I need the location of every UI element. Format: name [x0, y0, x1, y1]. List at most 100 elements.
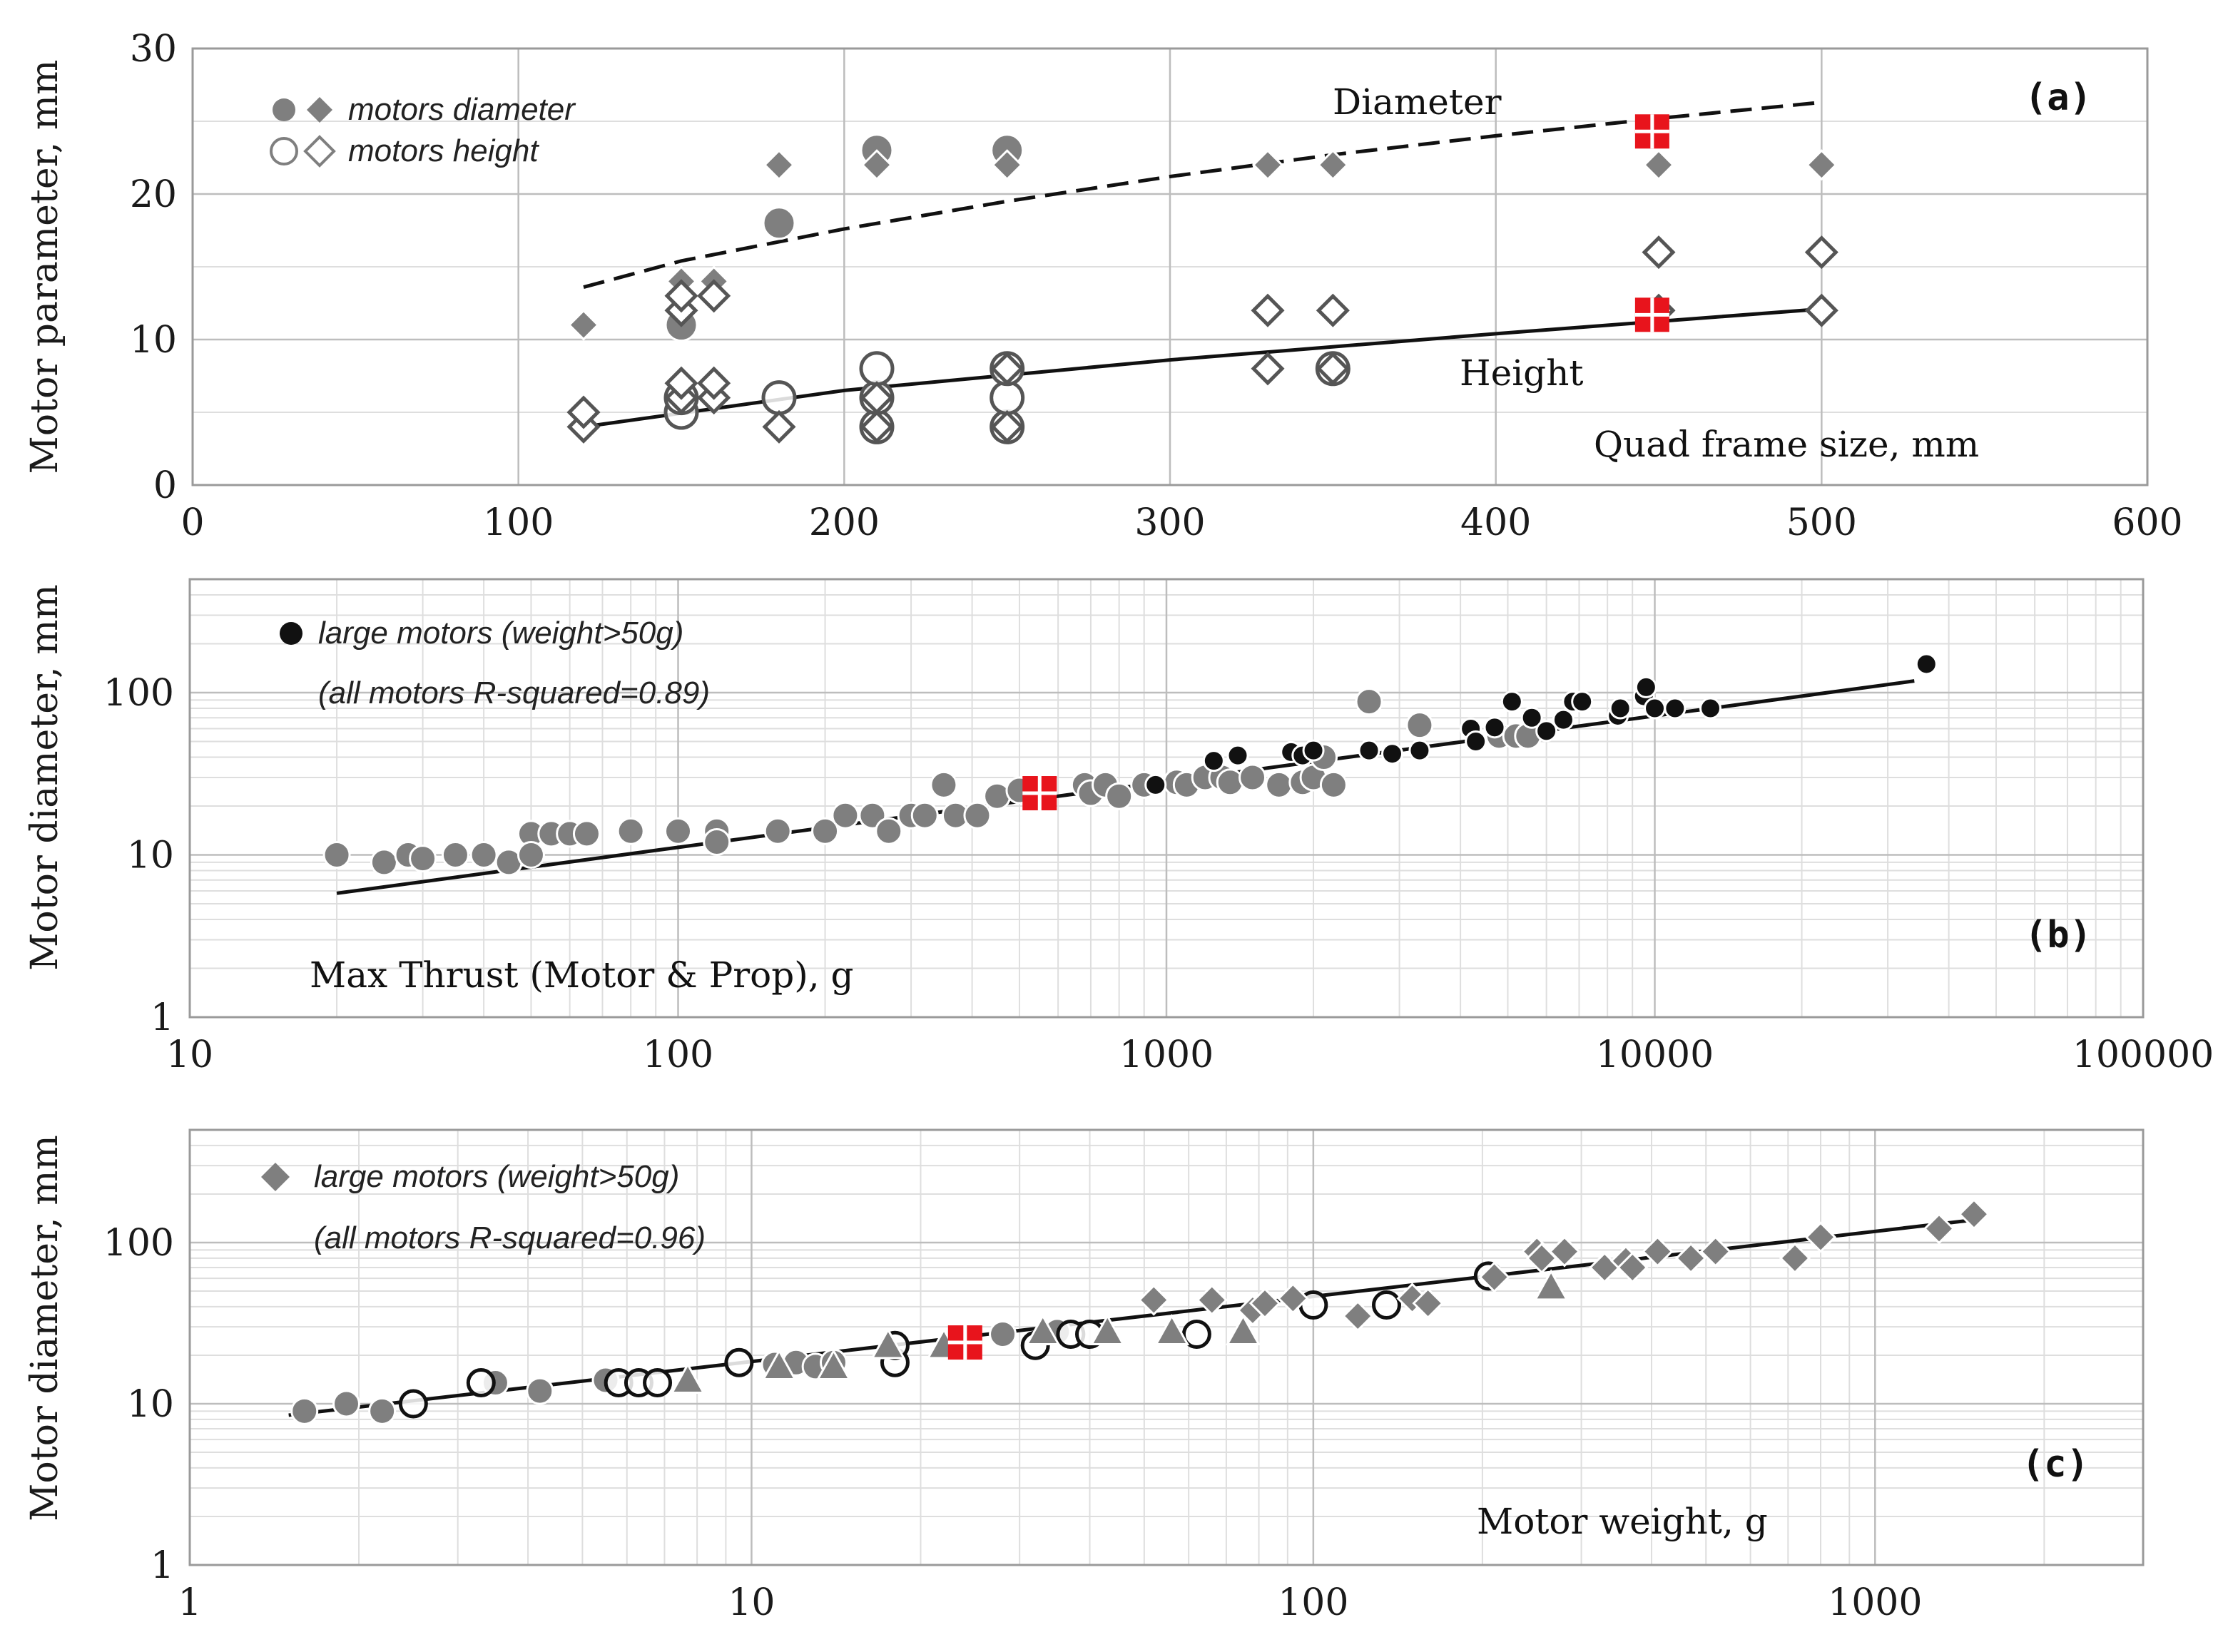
open-circle-point [466, 1368, 496, 1398]
open-circle-point [1181, 1319, 1211, 1349]
open-circle-point [859, 351, 895, 387]
panel-a-xlabel: Quad frame size, mm [1594, 424, 1979, 465]
panel-b-legend: large motors (weight>50g) (all motors R-… [280, 616, 710, 710]
open-circle-point [761, 380, 797, 416]
y-tick-label: 1 [151, 996, 174, 1039]
open-circle-point [643, 1368, 673, 1398]
gray-circle-point [1216, 768, 1244, 797]
legend-motors-diameter: motors diameter [348, 92, 576, 127]
legend-gray-circle-icon [273, 98, 295, 121]
black-circle-point [1571, 690, 1594, 713]
gray-circle-point [664, 817, 692, 845]
x-tick-label: 10 [166, 1034, 213, 1076]
x-tick-label: 0 [180, 501, 204, 544]
gray-circle-point [811, 817, 840, 845]
panel-a-grid [191, 47, 2149, 486]
y-tick-label: 100 [103, 1222, 174, 1265]
gray-circle-point [368, 1397, 397, 1425]
gray-circle-point [332, 1390, 360, 1418]
open-diamond-point [1642, 235, 1676, 270]
gray-diamond-point [860, 149, 893, 181]
x-tick-label: 100 [643, 1034, 713, 1076]
gray-triangle-point [815, 1348, 852, 1380]
panel-c-grid [188, 1128, 2145, 1566]
gray-circle-point [322, 841, 351, 870]
panel-c-points [290, 1198, 1990, 1425]
height-annotation: Height [1460, 352, 1584, 394]
legend-black-circle-icon [280, 622, 302, 645]
black-circle-point [1408, 739, 1431, 762]
gray-diamond-point [1806, 149, 1838, 181]
black-circle-point [1535, 720, 1558, 743]
legend-open-diamond-icon [303, 135, 336, 168]
open-diamond-point [990, 409, 1024, 444]
diameter-annotation: Diameter [1333, 81, 1502, 123]
black-circle-point [1226, 744, 1249, 767]
panel-b-tag: (b) [2025, 914, 2092, 957]
black-circle-point [1144, 773, 1167, 796]
black-circle-point [1465, 730, 1487, 753]
gray-circle-point [875, 817, 903, 845]
gray-triangle-point [870, 1327, 906, 1360]
panel-c-legend: large motors (weight>50g) (all motors R-… [261, 1159, 706, 1255]
open-diamond-point [664, 279, 698, 313]
open-diamond-point [762, 409, 796, 444]
x-tick-label: 200 [809, 501, 880, 544]
gray-circle-point [910, 801, 939, 830]
panel-c-tick-labels: 1 10 100 1000 1 10 100 [103, 1222, 1923, 1624]
gray-diamond-point [991, 149, 1023, 181]
black-circle-point [1500, 690, 1523, 713]
gray-triangle-point [1154, 1313, 1190, 1346]
gray-circle-point [1265, 770, 1293, 799]
open-circle-point [724, 1347, 754, 1377]
panel-c: 1 10 100 1000 1 10 100 Motor diameter, mm Moto… [24, 1128, 2145, 1624]
gray-diamond-point [1478, 1261, 1510, 1293]
open-circle-point [398, 1389, 428, 1419]
gray-circle-point [572, 820, 601, 848]
black-circle-point [1644, 697, 1666, 720]
panel-c-tag: (c) [2022, 1443, 2089, 1486]
gray-diamond-point [763, 149, 795, 181]
gray-diamond-point [1674, 1242, 1707, 1275]
gray-circle-point [1405, 711, 1434, 740]
black-circle-point [1634, 675, 1657, 698]
gray-circle-point [703, 827, 731, 856]
open-diamond-point [860, 409, 894, 444]
open-diamond-point [860, 381, 894, 415]
gray-diamond-point [567, 309, 600, 341]
gray-diamond-point [1196, 1284, 1228, 1316]
y-tick-label: 10 [127, 835, 174, 877]
y-tick-label: 1 [151, 1544, 174, 1587]
open-diamond-point [1804, 293, 1838, 327]
gray-diamond-point [1138, 1284, 1170, 1316]
gray-circle-point [1105, 782, 1134, 810]
black-circle-point [1358, 739, 1380, 762]
gray-circle-point [831, 801, 860, 830]
black-circle-point [1302, 739, 1325, 762]
plot-frame [191, 47, 2149, 486]
gray-circle-point [290, 1397, 319, 1425]
gray-diamond-point [1958, 1198, 1990, 1230]
gray-circle-point [616, 817, 645, 845]
panel-a: 0 100 200 300 400 500 600 0 10 20 30 Motor paramet… [24, 28, 2183, 544]
gray-circle-point [963, 801, 992, 830]
x-tick-label: 1000 [1119, 1034, 1214, 1076]
gray-diamond-point [1923, 1213, 1955, 1245]
gray-circle-point [930, 770, 958, 799]
open-circle-point [990, 380, 1025, 416]
y-tick-label: 0 [153, 464, 177, 507]
panel-a-points [566, 114, 1838, 444]
gray-circle-point [763, 817, 792, 845]
x-tick-label: 400 [1460, 501, 1531, 544]
panel-b-points [322, 653, 1938, 877]
legend-large-motors-b: large motors (weight>50g) [318, 616, 683, 651]
black-circle-point [1381, 743, 1404, 765]
open-diamond-point [1251, 352, 1285, 386]
panel-b-xlabel: Max Thrust (Motor & Prop), g [310, 954, 854, 996]
x-tick-label: 500 [1786, 501, 1857, 544]
open-diamond-point [697, 366, 731, 400]
gray-diamond-point [1642, 1235, 1674, 1268]
